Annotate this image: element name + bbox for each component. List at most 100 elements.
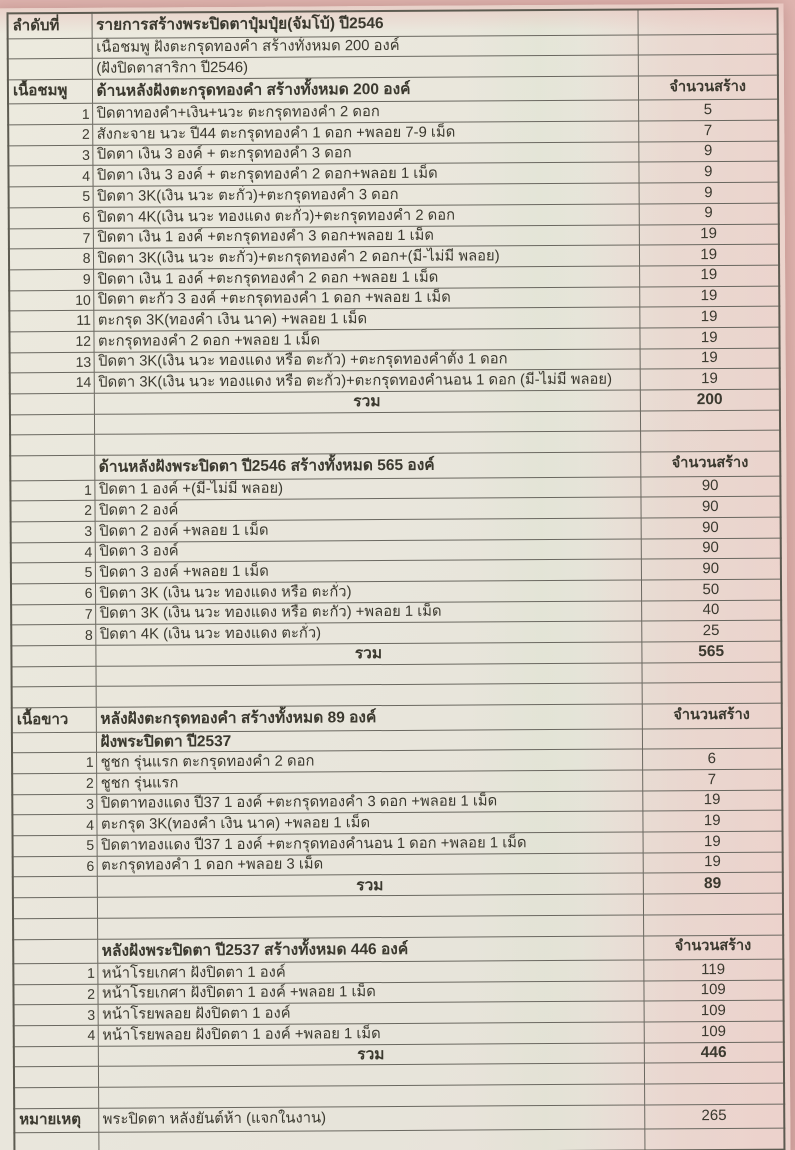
empty-cell [7,58,92,80]
quantity-cell: 19 [642,851,783,874]
item-number-cell: 5 [12,835,97,857]
empty-cell [637,8,778,35]
item-number-cell: 4 [12,814,97,836]
paper-sheet: ลำดับที่ รายการสร้างพระปิดตาปุ๋มปุ๋ย(จัมโ… [0,3,791,1150]
quantity-cell: 19 [639,327,780,349]
item-number-cell: 8 [8,248,94,270]
item-number-cell: 3 [10,521,95,543]
empty-cell [640,430,781,453]
count-header-cell: จำนวนสร้าง [640,451,781,477]
item-number-cell: 4 [10,541,95,564]
empty-cell [643,913,784,936]
section-title-cell: ด้านหลังฝังตะกรุดทองคำ สร้างทั้งหมด 200 … [91,75,639,104]
material-label-cell [10,455,95,481]
empty-cell [11,666,96,688]
amulet-production-table: ลำดับที่ รายการสร้างพระปิดตาปุ๋มปุ๋ย(จัมโ… [6,7,786,1150]
item-number-cell: 2 [12,773,97,795]
empty-cell [639,409,781,432]
material-label-cell: เนื้อชมพู [7,79,93,105]
quantity-cell: 6 [642,748,783,770]
note-quantity-cell: 265 [644,1103,785,1130]
quantity-cell: 40 [641,599,782,622]
quantity-cell: 109 [643,1000,784,1023]
empty-cell [644,1128,785,1150]
amulet-table-body: ลำดับที่ รายการสร้างพระปิดตาปุ๋มปุ๋ย(จัมโ… [7,8,785,1150]
empty-cell [13,1066,99,1088]
empty-cell [13,1046,98,1068]
empty-cell [14,1132,99,1150]
item-number-cell: 1 [13,963,98,985]
empty-cell [637,54,778,76]
empty-cell [641,682,782,705]
quantity-cell: 119 [643,959,784,981]
note-label-cell: หมายเหตุ [14,1108,99,1134]
section-title-cell: ด้านหลังฝังพระปิดตา ปี2546 สร้างทั้งหมด … [94,452,641,480]
item-number-cell: 6 [12,856,97,878]
quantity-cell: 19 [642,810,783,833]
empty-cell [644,1083,785,1105]
item-number-cell: 9 [9,269,94,291]
item-number-cell: 13 [9,351,94,374]
item-number-cell: 2 [13,983,98,1006]
quantity-cell: 19 [639,306,780,328]
count-header-cell: จำนวนสร้าง [643,934,784,960]
empty-cell [9,393,94,415]
total-value-cell: 446 [643,1041,784,1064]
item-number-cell: 6 [10,583,96,605]
quantity-cell: 90 [640,517,781,539]
section-title-cell: หลังฝังพระปิดตา ปี2537 สร้างทั้งหมด 446 … [97,935,644,964]
item-number-cell: 3 [13,1004,98,1026]
item-number-cell: 12 [9,331,94,353]
item-number-cell: 11 [9,310,94,332]
quantity-cell: 7 [638,120,779,142]
empty-cell [9,413,95,436]
empty-cell [10,434,95,456]
item-number-cell: 2 [8,124,93,146]
quantity-cell: 19 [642,831,783,853]
quantity-cell: 90 [640,558,781,580]
empty-cell [12,897,98,919]
quantity-cell: 7 [642,769,783,791]
quantity-cell: 19 [639,368,780,390]
item-number-cell: 3 [12,793,97,816]
quantity-cell: 109 [643,1021,784,1043]
quantity-cell: 19 [638,223,779,246]
empty-cell [641,727,783,750]
empty-cell [642,893,784,915]
item-number-cell: 1 [8,103,93,125]
corner-label-cell: ลำดับที่ [7,12,92,39]
item-number-cell: 8 [11,624,96,646]
note-desc-cell: พระปิดตา หลังยันต์ห้า (แจกในงาน) [98,1104,645,1133]
item-number-cell: 14 [9,372,94,394]
item-number-cell: 5 [10,562,95,584]
total-value-cell: 89 [642,872,783,895]
item-number-cell: 5 [8,186,93,208]
item-number-cell: 7 [11,603,96,626]
table-title-cell: รายการสร้างพระปิดตาปุ๋มปุ๋ย(จัมโบ้) ปี25… [91,9,638,38]
item-number-cell: 1 [10,479,95,502]
quantity-cell: 19 [639,264,780,287]
item-number-cell: 10 [9,289,94,312]
quantity-cell: 90 [640,537,781,560]
item-number-cell: 6 [8,207,93,229]
empty-cell [7,37,92,60]
total-value-cell: 565 [641,641,782,663]
quantity-cell: 19 [638,244,780,266]
section-title-cell: หลังฝังตะกรุดทองคำ สร้างทั้งหมด 89 องค์ [95,704,642,732]
quantity-cell: 5 [638,99,779,122]
material-label-cell [13,938,98,964]
empty-cell [11,686,96,708]
quantity-cell: 50 [640,579,782,601]
empty-cell [11,731,97,754]
quantity-cell: 9 [638,202,779,225]
quantity-cell: 19 [639,285,780,308]
quantity-cell: 19 [642,789,783,812]
count-header-cell: จำนวนสร้าง [641,703,782,729]
quantity-cell: 25 [641,620,782,643]
item-number-cell: 4 [8,165,93,187]
empty-cell [637,33,778,56]
count-header-cell: จำนวนสร้าง [637,75,779,101]
empty-cell [13,918,98,940]
empty-cell [11,645,96,667]
item-number-cell: 1 [12,752,97,774]
